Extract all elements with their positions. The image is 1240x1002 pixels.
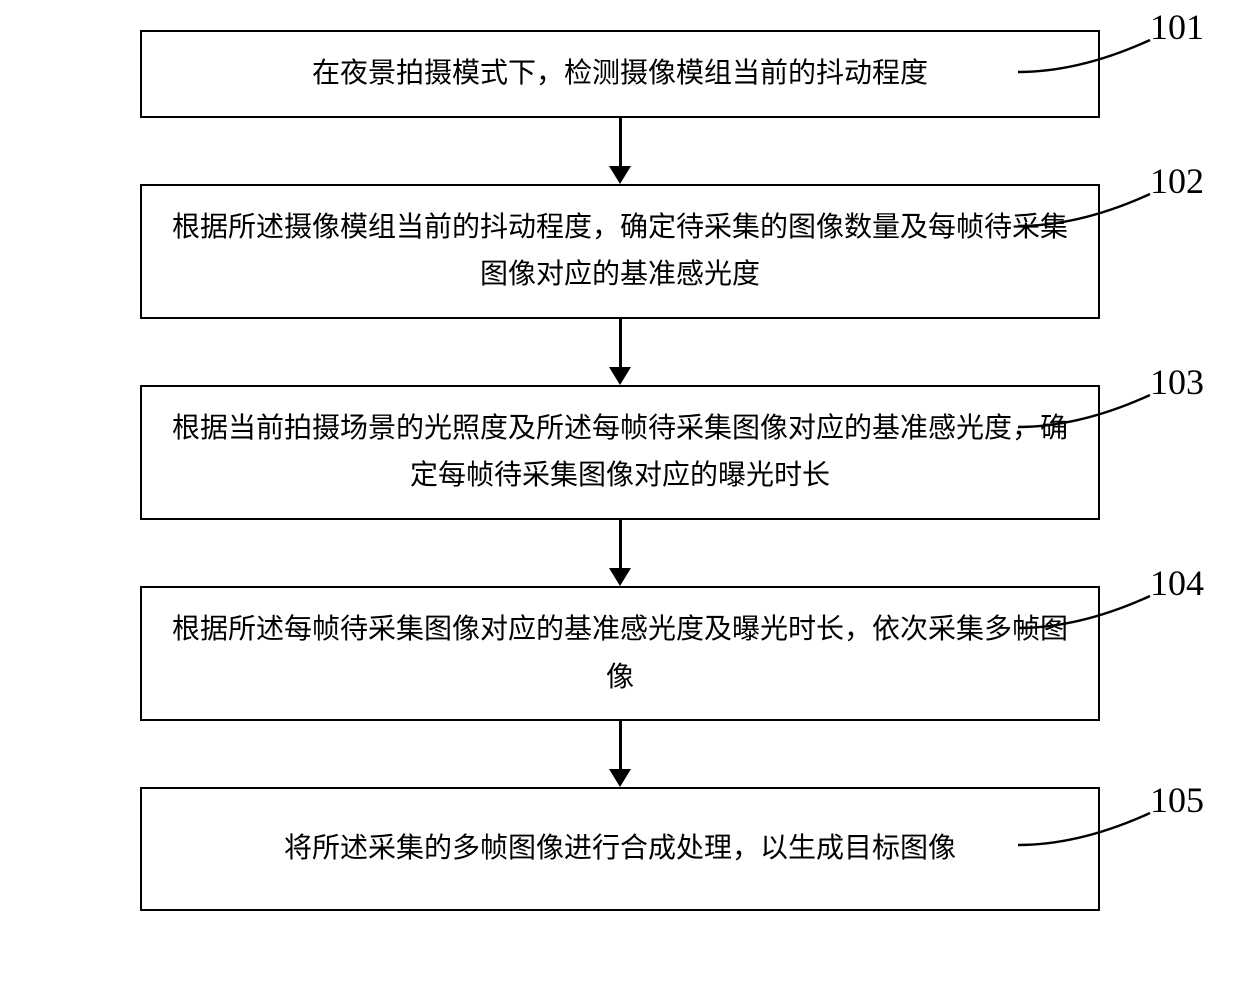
- step-number-103: 103: [1150, 361, 1204, 403]
- step-container-104: 根据所述每帧待采集图像对应的基准感光度及曝光时长，依次采集多帧图像 104: [0, 586, 1240, 721]
- arrow-103-104: [0, 520, 1240, 586]
- step-box-105: 将所述采集的多帧图像进行合成处理，以生成目标图像: [140, 787, 1100, 911]
- step-number-104: 104: [1150, 562, 1204, 604]
- arrow-104-105: [0, 721, 1240, 787]
- arrow-102-103: [0, 319, 1240, 385]
- step-box-103: 根据当前拍摄场景的光照度及所述每帧待采集图像对应的基准感光度，确定每帧待采集图像…: [140, 385, 1100, 520]
- step-container-102: 根据所述摄像模组当前的抖动程度，确定待采集的图像数量及每帧待采集图像对应的基准感…: [0, 184, 1240, 319]
- step-box-101: 在夜景拍摄模式下，检测摄像模组当前的抖动程度: [140, 30, 1100, 118]
- step-number-101: 101: [1150, 6, 1204, 48]
- step-text-102: 根据所述摄像模组当前的抖动程度，确定待采集的图像数量及每帧待采集图像对应的基准感…: [166, 204, 1074, 299]
- step-box-102: 根据所述摄像模组当前的抖动程度，确定待采集的图像数量及每帧待采集图像对应的基准感…: [140, 184, 1100, 319]
- step-container-105: 将所述采集的多帧图像进行合成处理，以生成目标图像 105: [0, 787, 1240, 911]
- step-text-104: 根据所述每帧待采集图像对应的基准感光度及曝光时长，依次采集多帧图像: [166, 606, 1074, 701]
- step-number-105: 105: [1150, 779, 1204, 821]
- step-text-105: 将所述采集的多帧图像进行合成处理，以生成目标图像: [284, 825, 956, 873]
- step-text-101: 在夜景拍摄模式下，检测摄像模组当前的抖动程度: [312, 50, 928, 98]
- step-container-101: 在夜景拍摄模式下，检测摄像模组当前的抖动程度 101: [0, 30, 1240, 118]
- step-container-103: 根据当前拍摄场景的光照度及所述每帧待采集图像对应的基准感光度，确定每帧待采集图像…: [0, 385, 1240, 520]
- step-box-104: 根据所述每帧待采集图像对应的基准感光度及曝光时长，依次采集多帧图像: [140, 586, 1100, 721]
- step-text-103: 根据当前拍摄场景的光照度及所述每帧待采集图像对应的基准感光度，确定每帧待采集图像…: [166, 405, 1074, 500]
- flowchart-container: 在夜景拍摄模式下，检测摄像模组当前的抖动程度 101 根据所述摄像模组当前的抖动…: [0, 30, 1240, 911]
- arrow-101-102: [0, 118, 1240, 184]
- step-number-102: 102: [1150, 160, 1204, 202]
